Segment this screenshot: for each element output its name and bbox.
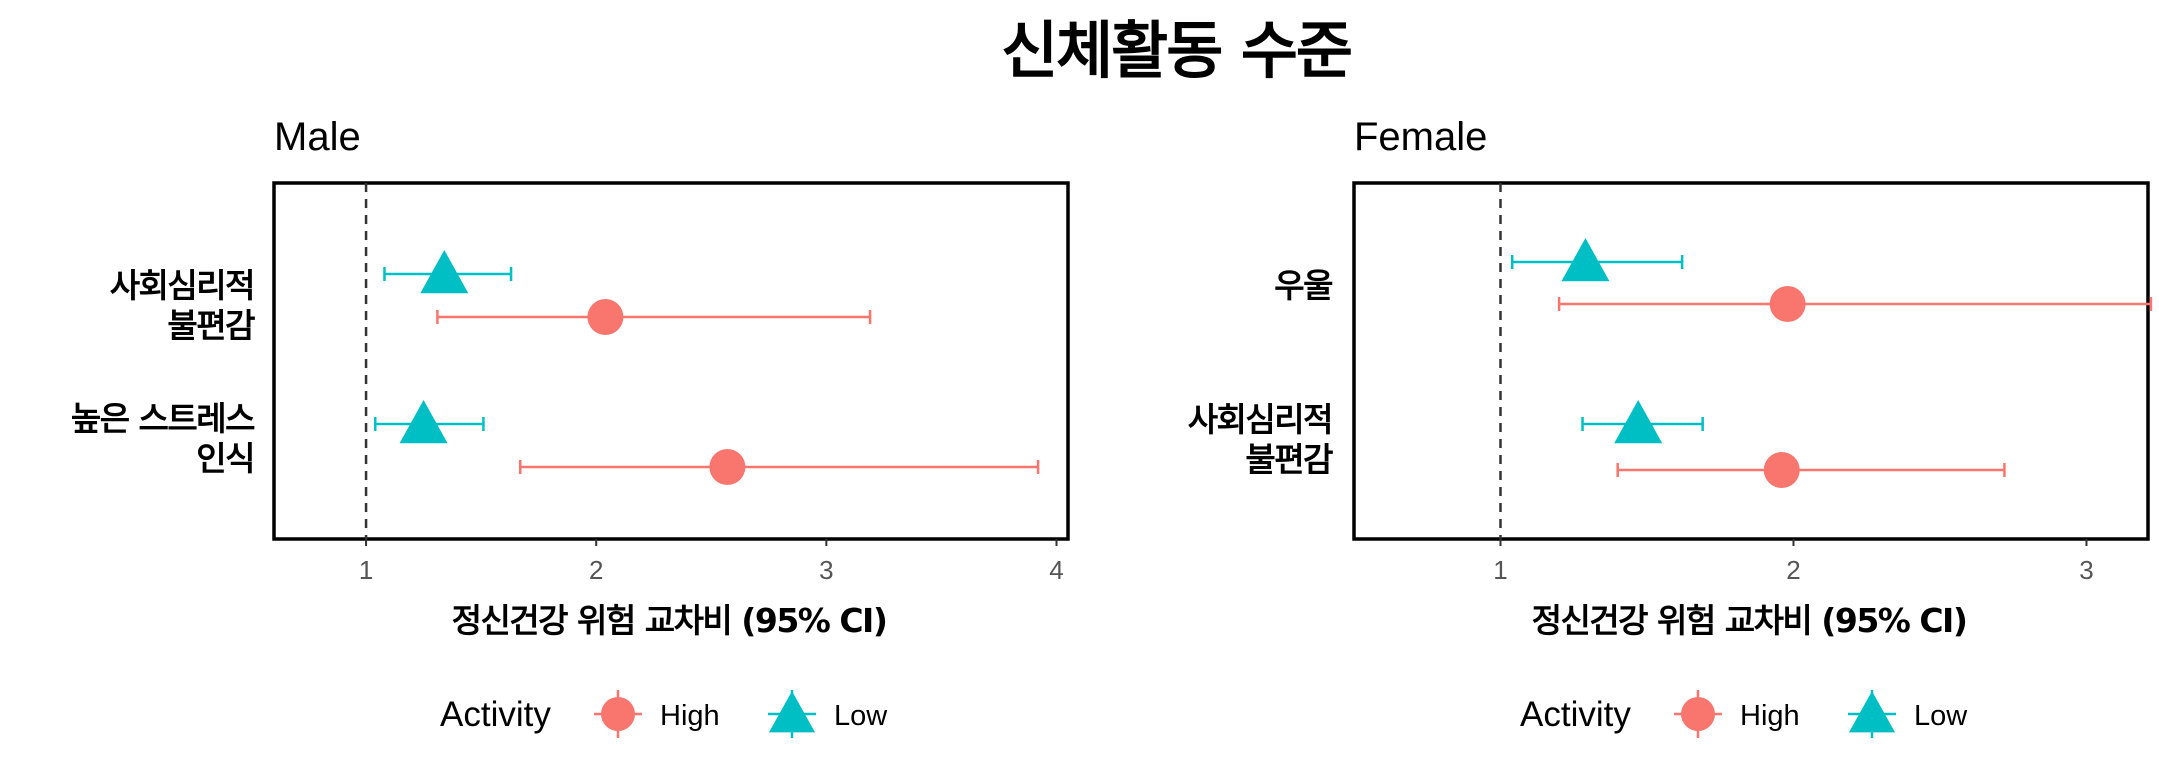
y-category-label: 우울: [1274, 266, 1333, 305]
data-point-high: [519, 449, 1040, 485]
plot-frame: [1352, 181, 2150, 541]
data-point-high: [1616, 452, 2006, 488]
y-category-label: 인식: [196, 439, 254, 478]
legend-circle-icon: [1681, 697, 1715, 731]
legend: Activity High Low: [1520, 690, 1968, 738]
panel-title: Female: [1354, 115, 1487, 159]
plot-frame: [272, 181, 1070, 541]
data-point-low: [1510, 238, 1684, 282]
x-tick-label: 1: [1493, 555, 1507, 585]
y-category-label: 사회심리적: [1188, 400, 1332, 439]
circle-marker: [587, 299, 624, 335]
legend-circle-icon: [601, 697, 635, 731]
triangle-marker: [1561, 238, 1610, 282]
legend-title: Activity: [1520, 695, 1631, 734]
figure-title: 신체활동 수준: [1001, 14, 1351, 87]
circle-marker: [1769, 286, 1806, 322]
y-category-label: 높은 스트레스: [71, 399, 255, 438]
circle-marker: [1763, 452, 1800, 488]
x-tick-label: 2: [589, 555, 603, 585]
legend-item-label: High: [1740, 700, 1800, 732]
legend-item-label: High: [660, 700, 720, 732]
legend-triangle-icon: [769, 691, 815, 733]
x-axis-label: 정신건강 위험 교차비 (95% CI): [452, 601, 887, 640]
triangle-marker: [1614, 400, 1663, 444]
legend-item-label: Low: [1914, 700, 1968, 732]
legend-item-label: Low: [834, 700, 888, 732]
data-point-high: [1557, 286, 2153, 322]
data-point-high: [436, 299, 872, 335]
triangle-marker: [420, 250, 469, 294]
panel-title: Male: [274, 115, 361, 159]
y-category-label: 불편감: [167, 306, 255, 345]
circle-marker: [709, 449, 746, 485]
x-tick-label: 3: [819, 555, 833, 585]
data-point-low: [1581, 400, 1704, 444]
data-point-low: [374, 400, 485, 444]
y-category-label: 불편감: [1245, 440, 1333, 479]
x-tick-label: 3: [2079, 555, 2093, 585]
y-category-label: 사회심리적: [110, 266, 254, 305]
legend: Activity High Low: [440, 690, 888, 738]
x-tick-label: 1: [359, 555, 373, 585]
legend-title: Activity: [440, 695, 551, 734]
x-tick-label: 2: [1786, 555, 1800, 585]
legend-triangle-icon: [1849, 691, 1895, 733]
x-tick-label: 4: [1049, 555, 1063, 585]
x-axis-label: 정신건강 위험 교차비 (95% CI): [1532, 601, 1967, 640]
triangle-marker: [399, 400, 448, 444]
data-point-low: [383, 250, 513, 294]
